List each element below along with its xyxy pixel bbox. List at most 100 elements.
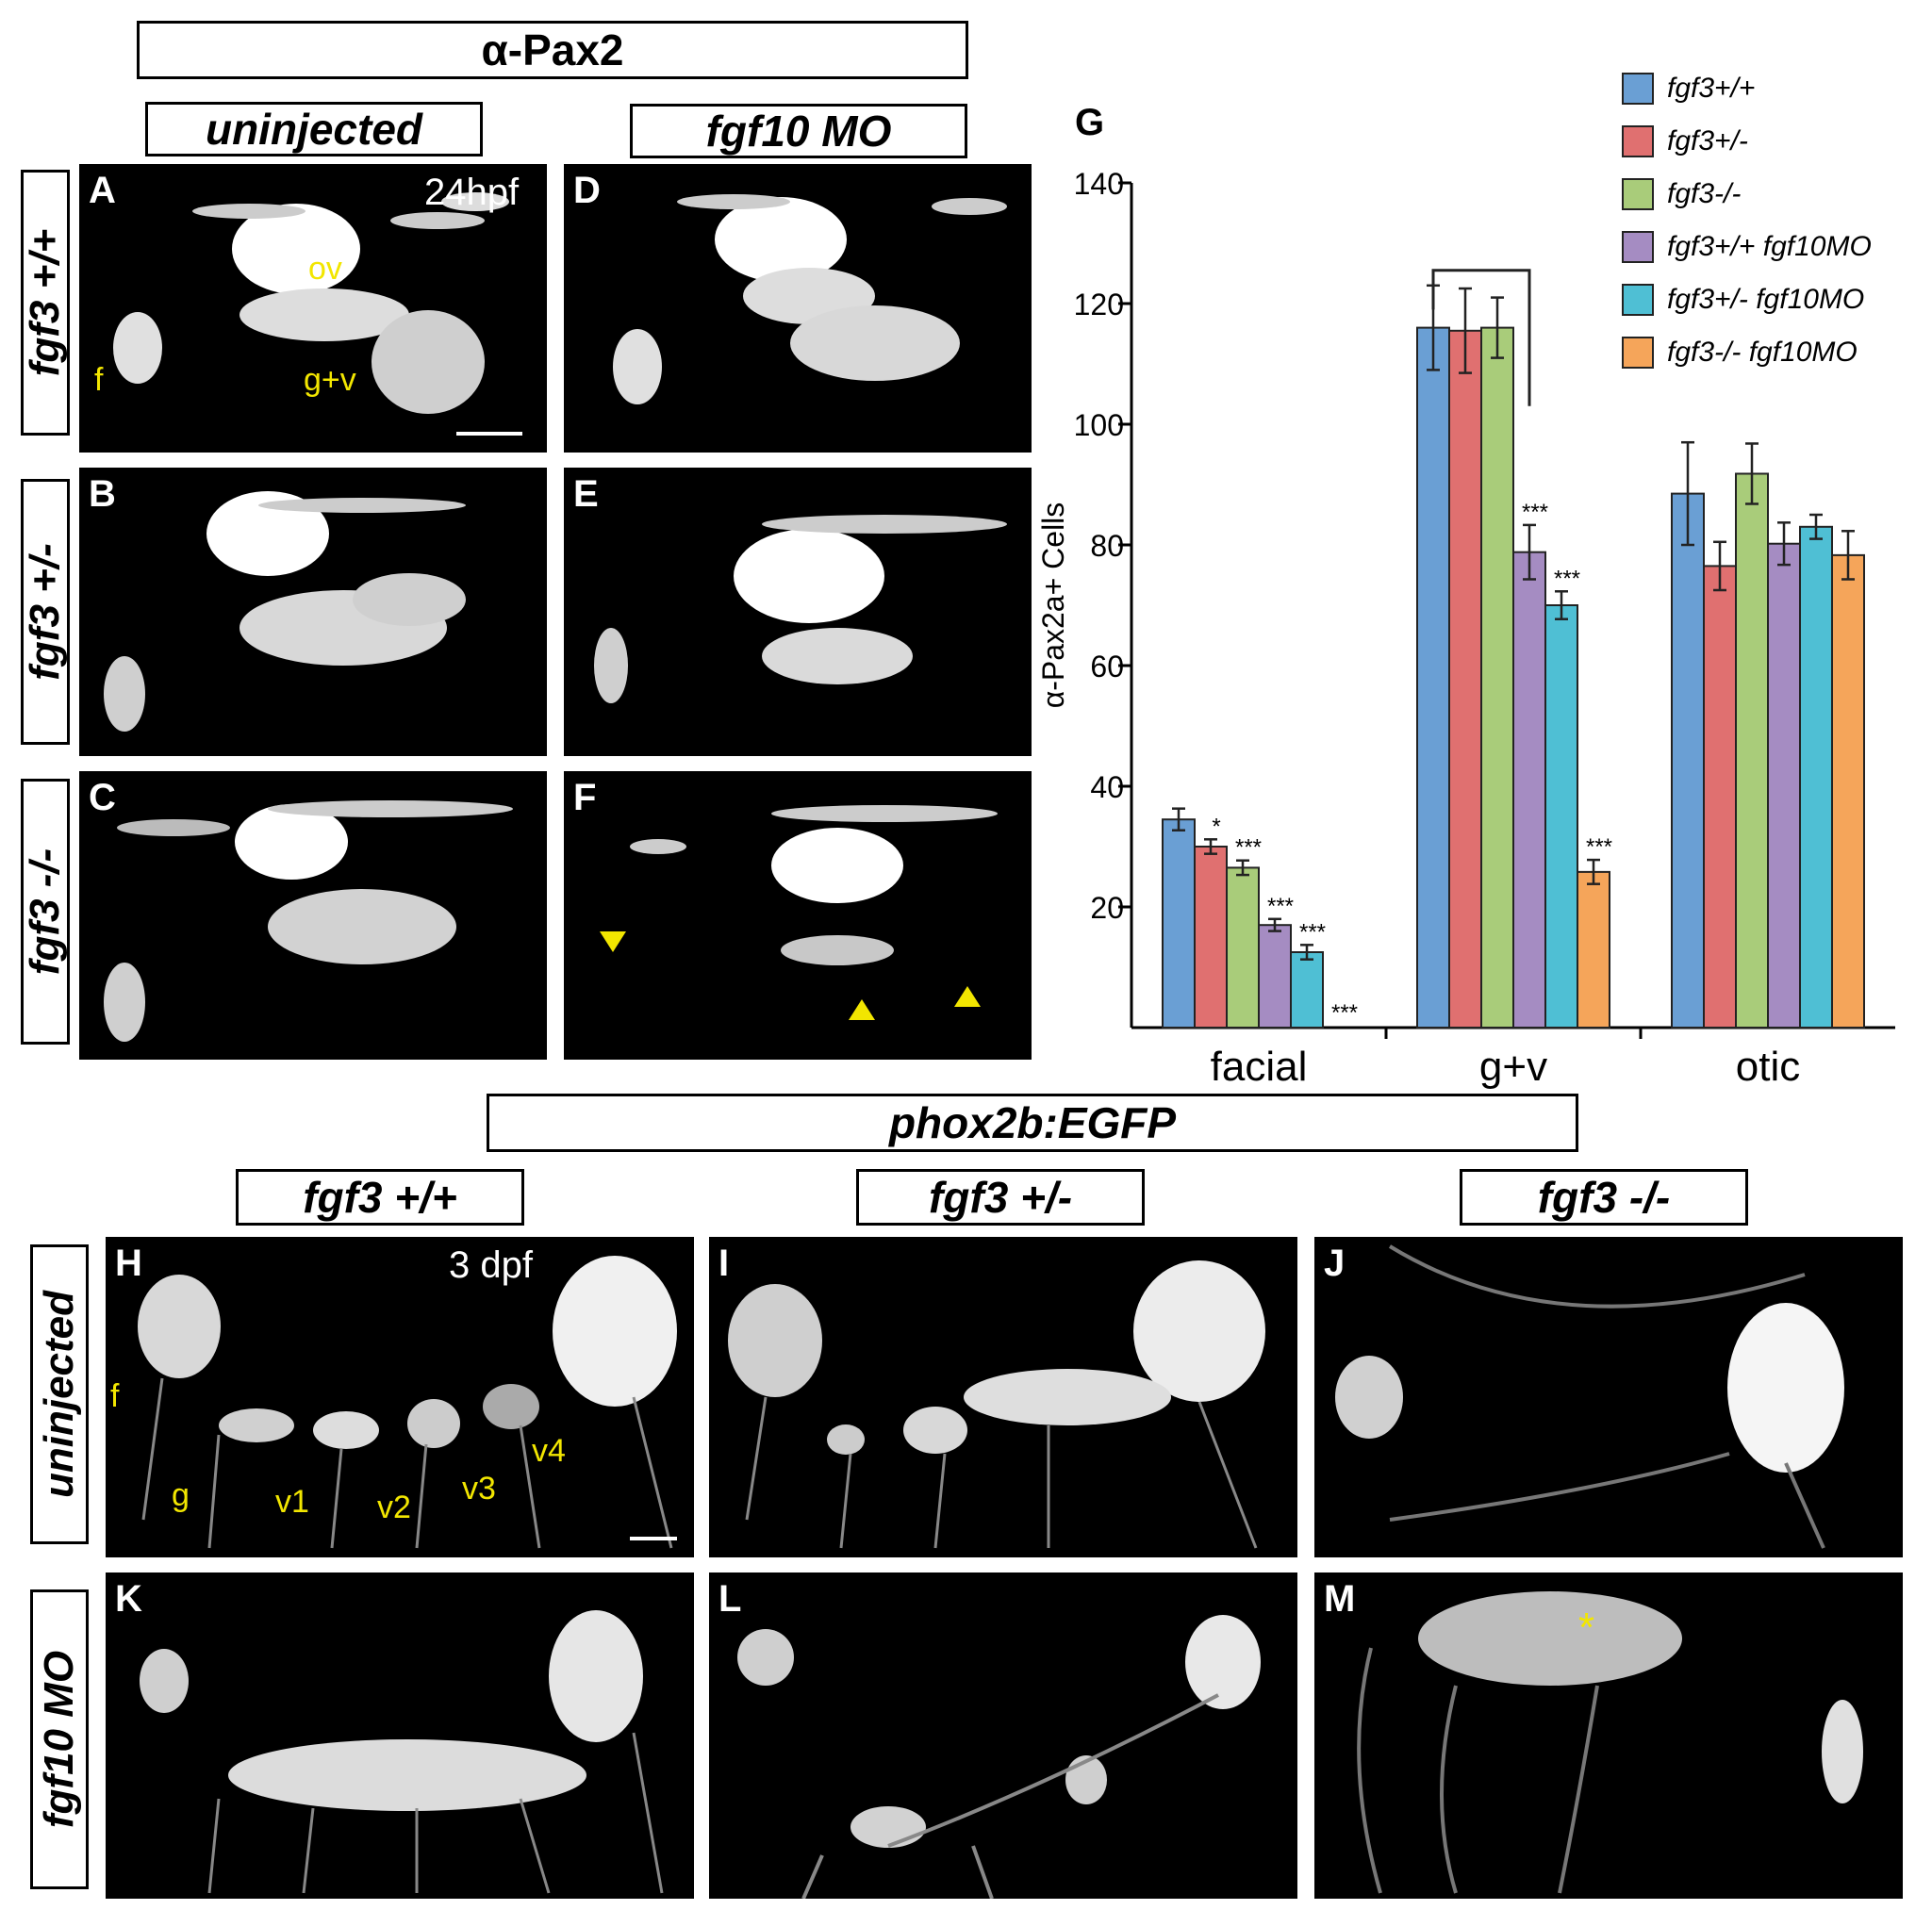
legend-swatch [1622,125,1654,157]
col-header-fgf3-wt: fgf3 +/+ [236,1169,524,1226]
y-tick-label: 100 [1074,408,1124,442]
bar [1577,870,1610,1029]
timepoint-label-24hpf: 24hpf [424,172,520,213]
bar [1258,924,1292,1029]
label-g-plus-v: g+v [304,362,356,398]
bar [1162,818,1196,1029]
panel-label-m: M [1324,1578,1356,1620]
label-g: g [172,1477,190,1513]
col-header-fgf3-mut: fgf3 -/- [1460,1169,1748,1226]
panel-label-k: K [115,1578,142,1620]
legend-label: fgf3-/- fgf10MO [1667,337,1858,368]
panel-label-l: L [718,1578,742,1620]
row-label-fgf10mo: fgf10 MO [30,1589,89,1889]
bar [1735,472,1769,1029]
panel-label-e: E [573,473,599,515]
row-label-fgf3-het: fgf3 +/- [21,479,70,745]
arrowhead-icon [849,999,875,1020]
panel-label-b: B [89,473,116,515]
panel-label-f: F [573,777,597,818]
row-label-fgf3-wt: fgf3 +/+ [21,170,70,436]
significance-label: *** [1586,834,1612,860]
bar [1226,866,1260,1029]
micrograph-panel-b: B [79,468,547,756]
micrograph-panel-f: F [564,771,1032,1060]
bar [1416,326,1450,1029]
uninjected-header: uninjected [145,102,483,156]
legend-swatch [1622,337,1654,369]
bar [1448,329,1482,1029]
panel-label-i: I [718,1243,730,1284]
arrowhead-icon [600,931,626,952]
fgf10mo-header: fgf10 MO [630,104,967,158]
bar [1671,492,1705,1029]
legend-swatch [1622,73,1654,105]
bar [1194,846,1228,1029]
legend-item: fgf3+/+ fgf10MO [1622,222,1924,272]
pax2-header: α-Pax2 [137,21,968,79]
significance-label: *** [1331,1000,1358,1026]
micrograph-panel-j: J [1314,1237,1903,1557]
scale-bar [630,1537,677,1540]
y-tick-label: 120 [1074,288,1124,321]
legend-swatch [1622,178,1654,210]
col-header-fgf3-het: fgf3 +/- [856,1169,1145,1226]
bar [1544,604,1578,1029]
bar [1703,565,1737,1029]
bar [1767,542,1801,1029]
micrograph-panel-a: A 24hpf ov f g+v [79,164,547,453]
bar [1831,553,1865,1029]
legend-item: fgf3-/- fgf10MO [1622,328,1924,377]
scale-bar [456,432,522,436]
asterisk-marker: * [1578,1605,1595,1651]
micrograph-panel-d: D [564,164,1032,453]
y-tick-label: 140 [1074,170,1124,201]
micrograph-panel-l: L [709,1572,1297,1899]
micrograph-panel-k: K [106,1572,694,1899]
micrograph-panel-m: M * [1314,1572,1903,1899]
micrograph-panel-e: E [564,468,1032,756]
phox2b-header: phox2b:EGFP [487,1094,1578,1152]
label-ov: ov [308,251,342,287]
legend-item: fgf3+/+ [1622,64,1924,113]
comparison-bracket [1431,269,1531,406]
micrograph-panel-h: H 3 dpf f g v1 v2 v3 v4 [106,1237,694,1557]
legend-label: fgf3+/- [1667,125,1748,156]
x-tick-label: facial [1211,1044,1308,1090]
micrograph-panel-i: I [709,1237,1297,1557]
panel-label-h: H [115,1243,142,1284]
timepoint-label-3dpf: 3 dpf [449,1244,533,1286]
significance-label: * [1212,814,1220,839]
legend-swatch [1622,284,1654,316]
y-tick-label: 60 [1090,650,1124,683]
x-tick-label: otic [1736,1044,1800,1090]
micrograph-panel-c: C [79,771,547,1060]
significance-label: *** [1299,919,1326,945]
bar [1799,525,1833,1029]
significance-label: *** [1554,566,1580,591]
y-tick-label: 80 [1090,529,1124,563]
legend-item: fgf3+/- [1622,117,1924,166]
row-label-uninjected: uninjected [30,1244,89,1544]
legend-item: fgf3-/- [1622,170,1924,219]
row-label-fgf3-mut: fgf3 -/- [21,779,70,1045]
legend-label: fgf3+/- fgf10MO [1667,284,1865,315]
significance-label: *** [1267,894,1294,919]
arrowhead-icon [954,986,981,1007]
panel-label-a: A [89,170,116,211]
label-v4: v4 [532,1433,566,1469]
legend-swatch [1622,231,1654,263]
label-v1: v1 [275,1484,309,1520]
label-v3: v3 [462,1471,496,1507]
panel-label-j: J [1324,1243,1346,1284]
legend-label: fgf3+/+ fgf10MO [1667,231,1872,262]
label-f: f [94,362,104,398]
x-tick-label: g+v [1479,1044,1547,1090]
label-v2: v2 [377,1490,411,1525]
panel-label-c: C [89,777,116,818]
label-f-bottom: f [110,1378,120,1414]
legend-label: fgf3-/- [1667,178,1742,209]
y-tick-label: 20 [1090,891,1124,925]
bar [1480,326,1514,1029]
